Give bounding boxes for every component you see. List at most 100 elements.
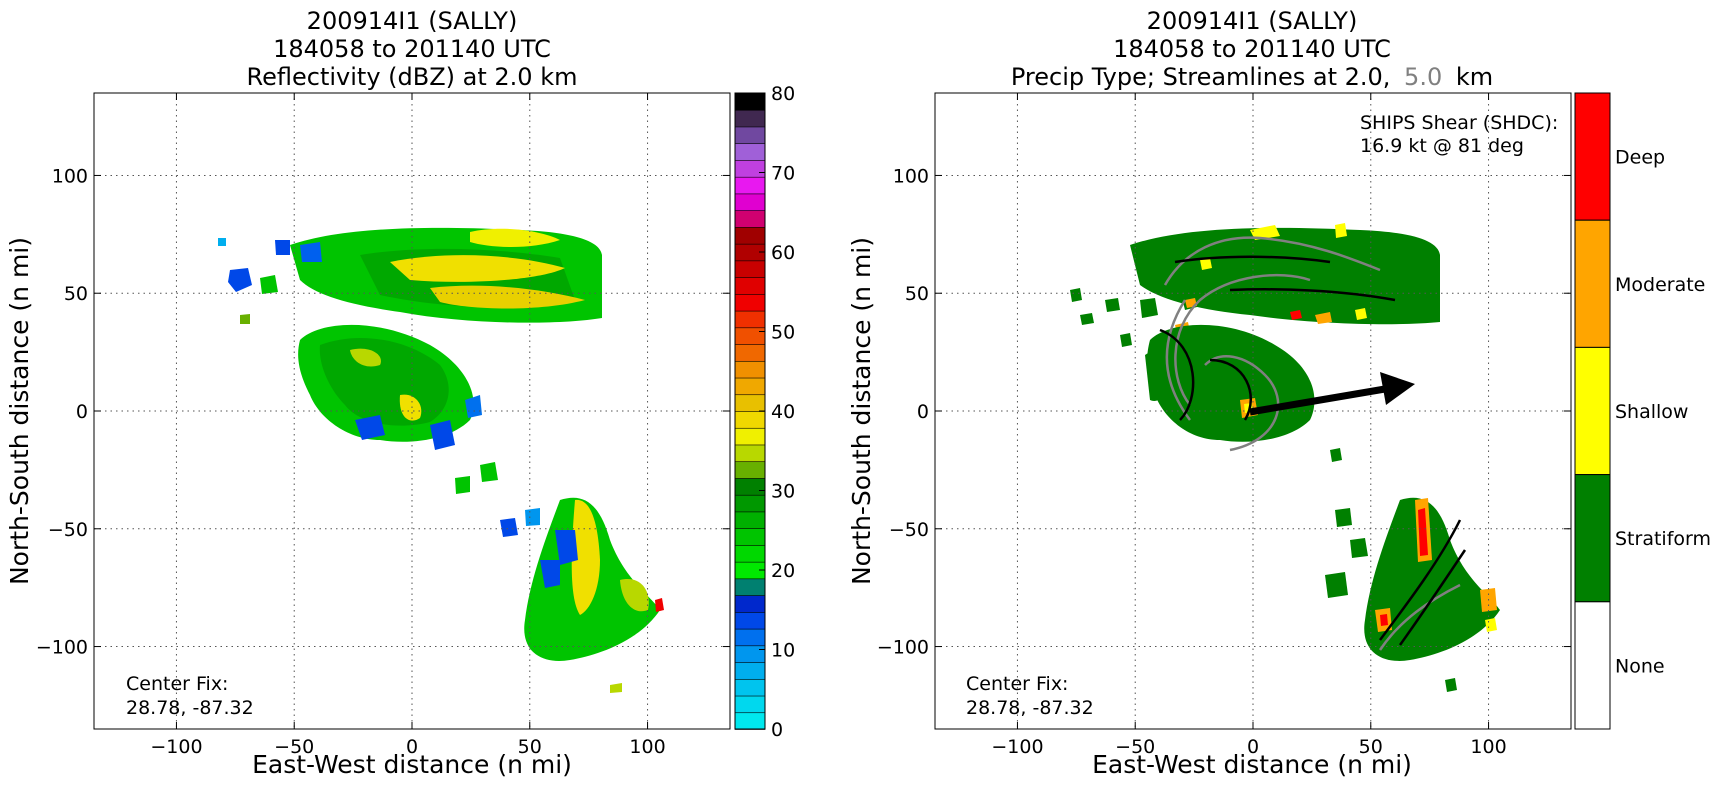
left-y-axis-label: North-South distance (n mi)	[5, 237, 34, 585]
right-colorbar-segment	[1574, 219, 1611, 348]
left-colorbar-band	[734, 511, 766, 529]
right-colorbar-segment	[1574, 346, 1611, 476]
right-colorbar-label: Deep	[1615, 147, 1665, 169]
left-colorbar-band	[734, 695, 766, 714]
left-title-line2: 184058 to 201140 UTC	[273, 35, 551, 63]
left-x-axis-label: East-West distance (n mi)	[252, 750, 572, 779]
left-colorbar-band	[734, 645, 766, 663]
right-y-tick-label: −50	[889, 519, 929, 541]
right-x-tick-label: 0	[1247, 736, 1259, 758]
left-colorbar-band	[734, 611, 766, 630]
left-colorbar-tick-label: 40	[771, 401, 795, 423]
shear-vector-arrowhead	[1380, 372, 1415, 405]
left-colorbar-band	[734, 377, 766, 396]
right-y-tick-label: 0	[917, 401, 929, 423]
left-colorbar-band	[734, 444, 766, 463]
left-y-tick-label: −100	[36, 637, 88, 659]
right-title-line3-gray: 5.0	[1404, 63, 1442, 91]
left-colorbar-band	[734, 126, 766, 145]
left-colorbar-band	[734, 159, 766, 178]
left-colorbar-tick-label: 50	[771, 322, 795, 344]
left-colorbar-tick-label: 10	[771, 640, 795, 662]
right-colorbar-segment	[1574, 92, 1611, 221]
streamline-south-gray	[1378, 583, 1461, 651]
left-colorbar-band	[734, 226, 766, 245]
left-colorbar-band	[734, 594, 766, 613]
right-x-tick-label: 50	[1359, 736, 1383, 758]
streamline-mid-gray	[1174, 274, 1311, 406]
left-gridlines	[94, 93, 730, 729]
right-y-tick-label: −100	[877, 637, 929, 659]
right-y-tick-label: 50	[905, 283, 929, 305]
right-colorbar: Deep Moderate Shallow Stratiform None	[1574, 92, 1711, 730]
left-colorbar-band	[734, 109, 766, 128]
left-colorbar-band	[734, 477, 766, 496]
left-colorbar-band	[734, 628, 766, 647]
right-title-line3: Precip Type; Streamlines at 2.0, 5.0 km	[1011, 63, 1493, 91]
left-colorbar-band	[734, 661, 766, 680]
left-title-line1: 200914I1 (SALLY)	[307, 7, 518, 35]
right-x-tick-label: 100	[1470, 736, 1506, 758]
left-x-tick-label: 0	[406, 736, 418, 758]
right-colorbar-label: Moderate	[1615, 274, 1705, 296]
right-x-tick-label: −100	[991, 736, 1043, 758]
left-colorbar-band	[734, 293, 766, 312]
right-tick-labels: −100 −50 0 50 100 −100 −50 0 50 100	[877, 165, 1507, 758]
left-colorbar-band	[734, 544, 766, 563]
shear-vector-shaft	[1249, 385, 1386, 416]
left-x-tick-label: 100	[629, 736, 665, 758]
left-colorbar-band	[734, 343, 766, 362]
left-colorbar-tick-label: 30	[771, 481, 795, 503]
left-colorbar-band	[734, 711, 766, 730]
left-colorbar-band	[734, 260, 766, 278]
streamline-west-gray	[1165, 299, 1192, 421]
right-title-line3-prefix: Precip Type; Streamlines at 2.0,	[1011, 63, 1391, 91]
right-title-line3-suffix: km	[1456, 63, 1493, 91]
left-colorbar-band	[734, 578, 766, 596]
right-center-fix-coords: 28.78, -87.32	[966, 697, 1094, 719]
right-x-tick-label: −50	[1115, 736, 1155, 758]
right-colorbar-segment	[1574, 474, 1611, 603]
streamline-south-black-1	[1378, 519, 1462, 641]
left-colorbar-frame	[734, 92, 766, 730]
right-gridlines	[935, 93, 1571, 729]
left-colorbar-band	[734, 276, 766, 295]
left-colorbar-band	[734, 494, 766, 513]
right-colorbar-segment	[1574, 601, 1611, 730]
left-center-fix-label: Center Fix:	[126, 673, 228, 695]
left-colorbar-band	[734, 410, 766, 429]
left-colorbar-tick-label: 0	[771, 719, 783, 741]
right-colorbar-label: Stratiform	[1615, 528, 1711, 550]
right-center-fix-label: Center Fix:	[966, 673, 1068, 695]
streamline-eye-black	[1209, 358, 1253, 421]
right-y-tick-label: 100	[893, 165, 929, 187]
left-colorbar-band	[734, 460, 766, 479]
right-colorbar-label: Shallow	[1615, 401, 1688, 423]
streamline-north-black-1	[1174, 255, 1331, 264]
left-title-line3: Reflectivity (dBZ) at 2.0 km	[247, 63, 578, 91]
left-center-fix-coords: 28.78, -87.32	[126, 697, 254, 719]
left-x-tick-label: −100	[150, 736, 202, 758]
right-colorbar-frame	[1574, 92, 1611, 730]
left-colorbar-ticks: 0 10 20 30 40 50 60 70 80	[759, 83, 795, 741]
left-colorbar-band	[734, 176, 766, 195]
left-colorbar-band	[734, 527, 766, 546]
streamline-core-black	[1159, 328, 1195, 421]
left-colorbar-band	[734, 209, 766, 228]
left-colorbar-tick-label: 20	[771, 560, 795, 582]
left-colorbar	[734, 92, 766, 730]
left-x-tick-label: −50	[274, 736, 314, 758]
left-panel: 200914I1 (SALLY) 184058 to 201140 UTC Re…	[5, 7, 795, 779]
right-colorbar-label: None	[1615, 655, 1665, 677]
right-title-line1: 200914I1 (SALLY)	[1147, 7, 1358, 35]
right-title-line2: 184058 to 201140 UTC	[1113, 35, 1391, 63]
left-colorbar-band	[734, 360, 766, 379]
left-colorbar-band	[734, 92, 766, 111]
right-precip-type-field	[1070, 223, 1500, 692]
left-colorbar-tick-label: 80	[771, 83, 795, 105]
left-y-tick-label: 0	[76, 401, 88, 423]
left-colorbar-band	[734, 327, 766, 345]
left-colorbar-band	[734, 142, 766, 161]
left-colorbar-band	[734, 193, 766, 211]
